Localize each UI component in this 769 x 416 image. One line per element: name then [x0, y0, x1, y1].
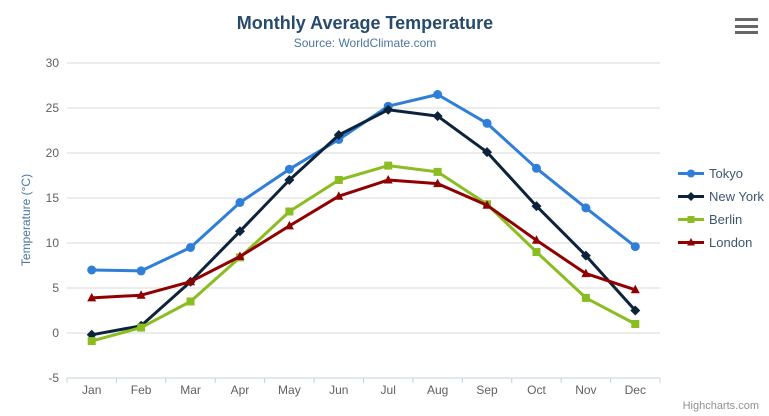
- hamburger-icon: [735, 31, 758, 34]
- data-point-berlin-jan[interactable]: [87, 337, 96, 346]
- data-point-berlin-dec[interactable]: [631, 320, 640, 328]
- data-point-tokyo-may[interactable]: [284, 164, 294, 174]
- hamburger-icon: [735, 24, 758, 28]
- x-axis-label-nov: Nov: [575, 383, 596, 397]
- data-point-london-oct[interactable]: [531, 235, 541, 244]
- x-axis-label-sep: Sep: [476, 383, 498, 397]
- x-axis-label-dec: Dec: [625, 383, 646, 397]
- data-point-london-apr[interactable]: [235, 251, 245, 261]
- data-point-berlin-jun[interactable]: [334, 176, 343, 184]
- legend-marker-shape-tokyo[interactable]: [687, 169, 695, 178]
- data-point-new-york-may[interactable]: [284, 175, 295, 185]
- legend-item-new-york[interactable]: New York: [678, 187, 764, 206]
- hamburger-icon: [735, 18, 758, 21]
- data-point-tokyo-mar[interactable]: [186, 243, 196, 252]
- data-point-berlin-feb[interactable]: [137, 323, 146, 332]
- x-axis-label-apr: Apr: [231, 383, 250, 397]
- legend: Tokyo New York Berlin London: [678, 164, 764, 252]
- data-point-berlin-aug[interactable]: [433, 167, 442, 176]
- data-point-new-york-dec[interactable]: [630, 305, 641, 316]
- legend-marker-london: [678, 238, 704, 246]
- data-point-berlin-mar[interactable]: [186, 297, 195, 306]
- x-axis-label-may: May: [278, 383, 301, 397]
- data-point-london-feb[interactable]: [136, 290, 146, 299]
- data-point-tokyo-feb[interactable]: [136, 266, 146, 276]
- data-point-london-jun[interactable]: [334, 191, 344, 200]
- legend-label: London: [709, 235, 753, 250]
- data-point-new-york-oct[interactable]: [531, 201, 542, 212]
- y-axis-label-30: 30: [46, 56, 60, 70]
- data-point-new-york-sep[interactable]: [482, 147, 493, 158]
- series-line-london[interactable]: [90, 178, 637, 300]
- data-point-berlin-nov[interactable]: [581, 293, 590, 302]
- data-point-tokyo-sep[interactable]: [482, 118, 492, 128]
- data-point-new-york-nov[interactable]: [580, 250, 591, 261]
- x-axis-label-aug: Aug: [427, 383, 448, 397]
- legend-marker-shape-new-york[interactable]: [686, 192, 696, 201]
- data-point-london-mar[interactable]: [186, 276, 196, 286]
- series-line-berlin[interactable]: [90, 164, 637, 343]
- x-axis-label-mar: Mar: [180, 383, 201, 397]
- y-axis-label-15: 15: [46, 191, 60, 205]
- y-axis-label-0: 0: [52, 326, 59, 340]
- data-point-tokyo-oct[interactable]: [531, 163, 541, 173]
- data-point-london-dec[interactable]: [630, 284, 640, 294]
- chart-subtitle: Source: WorldClimate.com: [293, 36, 437, 50]
- data-point-london-sep[interactable]: [482, 200, 492, 209]
- y-axis-label-10: 10: [46, 236, 60, 250]
- data-point-tokyo-apr[interactable]: [235, 198, 245, 207]
- legend-marker-shape-london[interactable]: [687, 238, 695, 246]
- y-axis-label-5: 5: [52, 281, 59, 295]
- data-point-new-york-jun[interactable]: [333, 130, 344, 140]
- data-point-berlin-jul[interactable]: [384, 161, 393, 170]
- data-point-new-york-aug[interactable]: [432, 111, 443, 122]
- x-axis-label-oct: Oct: [527, 383, 546, 397]
- legend-item-tokyo[interactable]: Tokyo: [678, 164, 764, 183]
- x-axis-label-jun: Jun: [329, 383, 348, 397]
- data-point-tokyo-dec[interactable]: [630, 242, 640, 252]
- data-point-berlin-may[interactable]: [285, 207, 294, 216]
- y-axis-label-20: 20: [46, 146, 60, 160]
- x-axis-label-feb: Feb: [131, 383, 152, 397]
- series-line-new-york[interactable]: [90, 108, 637, 337]
- data-point-london-nov[interactable]: [581, 268, 591, 278]
- legend-item-berlin[interactable]: Berlin: [678, 210, 764, 229]
- data-point-new-york-jul[interactable]: [383, 104, 394, 115]
- data-point-tokyo-nov[interactable]: [581, 203, 591, 213]
- legend-item-london[interactable]: London: [678, 233, 764, 252]
- data-point-london-may[interactable]: [284, 220, 294, 230]
- legend-marker-tokyo: [678, 169, 704, 178]
- x-axis-label-jul: Jul: [381, 383, 396, 397]
- legend-label: Tokyo: [709, 166, 743, 181]
- legend-marker-berlin: [678, 216, 704, 223]
- data-point-london-jul[interactable]: [383, 175, 393, 184]
- data-point-tokyo-jan[interactable]: [87, 265, 97, 275]
- legend-label: Berlin: [709, 212, 743, 227]
- y-axis-label-25: 25: [46, 101, 60, 115]
- data-point-london-jan[interactable]: [87, 292, 97, 302]
- y-axis-label--5: -5: [48, 371, 59, 385]
- credits-link[interactable]: Highcharts.com: [682, 400, 759, 412]
- data-point-berlin-oct[interactable]: [532, 248, 541, 256]
- data-point-tokyo-aug[interactable]: [433, 90, 443, 99]
- chart-title: Monthly Average Temperature: [236, 13, 494, 33]
- data-point-new-york-apr[interactable]: [234, 226, 245, 237]
- legend-marker-new-york: [678, 192, 704, 201]
- data-point-london-aug[interactable]: [433, 178, 443, 188]
- legend-marker-shape-berlin[interactable]: [687, 216, 695, 223]
- legend-label: New York: [709, 189, 764, 204]
- x-axis-label-jan: Jan: [82, 383, 101, 397]
- export-menu-button[interactable]: [735, 18, 758, 34]
